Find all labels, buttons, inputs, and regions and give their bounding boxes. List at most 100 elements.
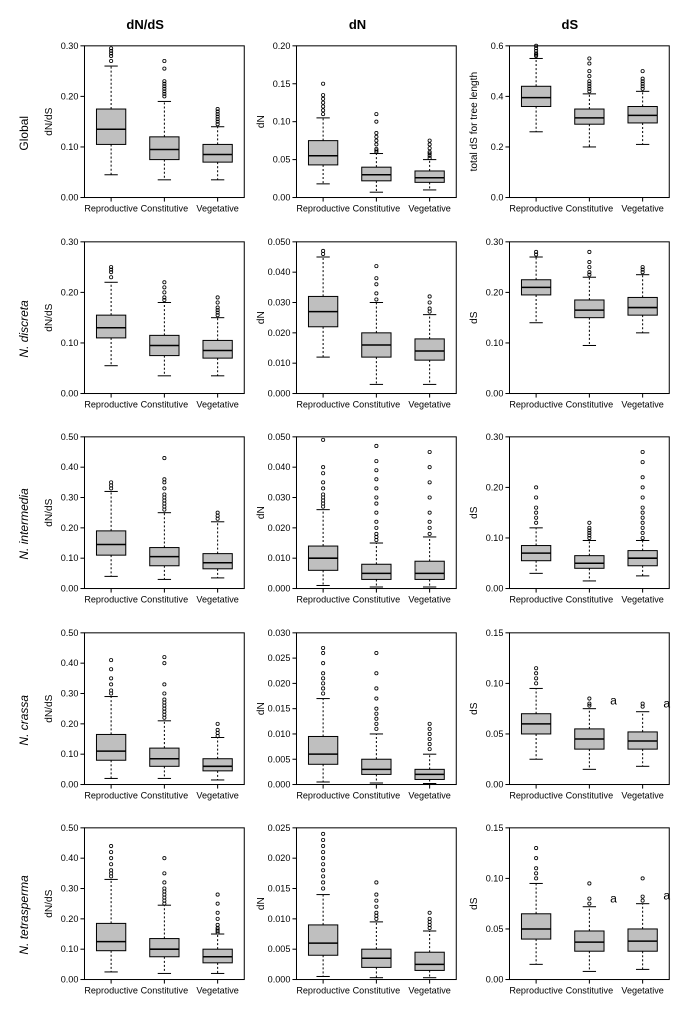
outlier — [110, 677, 113, 680]
outlier — [428, 300, 431, 303]
panel-r3-c2: 0.000.050.100.15dSReproductiveConstituti… — [465, 623, 675, 817]
ytick-label: 0.050 — [268, 432, 291, 442]
outlier — [641, 461, 644, 464]
ytick-label: 0.10 — [485, 874, 503, 884]
outlier — [428, 722, 431, 725]
outlier — [216, 918, 219, 921]
outlier — [587, 75, 590, 78]
outlier — [163, 872, 166, 875]
xtick-label: Constitutive — [353, 204, 401, 214]
outlier — [428, 451, 431, 454]
outlier — [375, 502, 378, 505]
panel-r1-c2: 0.000.100.200.30dSReproductiveConstituti… — [465, 232, 675, 426]
ytick-label: 0.00 — [61, 584, 79, 594]
row-header-0: Global — [10, 36, 38, 230]
box — [203, 144, 232, 162]
outlier — [322, 651, 325, 654]
outlier — [587, 902, 590, 905]
ylabel: dN — [256, 898, 267, 911]
outlier — [534, 877, 537, 880]
outlier — [375, 135, 378, 138]
xtick-label: Constitutive — [353, 986, 401, 996]
xtick-label: Vegetative — [409, 986, 451, 996]
outlier — [163, 290, 166, 293]
outlier — [163, 487, 166, 490]
xtick-label: Reproductive — [509, 790, 563, 800]
panel-r2-c0: 0.000.100.200.300.400.50dN/dSReproductiv… — [40, 427, 250, 621]
outlier — [322, 875, 325, 878]
outlier — [428, 466, 431, 469]
ytick-label: 0.10 — [61, 142, 79, 152]
row-header-3: N. crassa — [10, 623, 38, 817]
annotation: a — [663, 889, 670, 903]
xtick-label: Constitutive — [565, 595, 613, 605]
xtick-label: Reproductive — [297, 790, 351, 800]
outlier — [322, 109, 325, 112]
outlier — [428, 496, 431, 499]
outlier — [163, 67, 166, 70]
box — [415, 339, 444, 360]
ytick-label: 0.030 — [268, 628, 291, 638]
ytick-label: 0.10 — [61, 749, 79, 759]
ytick-label: 0.4 — [490, 91, 503, 101]
ytick-label: 0.020 — [268, 854, 291, 864]
outlier — [322, 839, 325, 842]
ytick-label: 0.20 — [61, 523, 79, 533]
xtick-label: Reproductive — [84, 204, 138, 214]
ytick-label: 0.30 — [61, 688, 79, 698]
box — [150, 748, 179, 766]
ylabel: dN/dS — [44, 890, 55, 918]
outlier — [322, 112, 325, 115]
panel-r0-c2: 0.00.20.40.6total dS for tree lengthRepr… — [465, 36, 675, 230]
ylabel: dN — [256, 702, 267, 715]
outlier — [375, 893, 378, 896]
ytick-label: 0.040 — [268, 267, 291, 277]
outlier — [428, 294, 431, 297]
outlier — [375, 282, 378, 285]
outlier — [322, 857, 325, 860]
outlier — [375, 881, 378, 884]
ytick-label: 0.50 — [61, 823, 79, 833]
outlier — [641, 516, 644, 519]
outlier — [216, 295, 219, 298]
outlier — [375, 297, 378, 300]
row-header-2: N. intermedia — [10, 427, 38, 621]
ytick-label: 0.40 — [61, 854, 79, 864]
outlier — [216, 893, 219, 896]
xtick-label: Vegetative — [621, 790, 663, 800]
outlier — [110, 857, 113, 860]
ytick-label: 0.005 — [268, 945, 291, 955]
ytick-label: 0.00 — [61, 193, 79, 203]
xtick-label: Vegetative — [196, 790, 238, 800]
outlier — [375, 697, 378, 700]
box — [362, 759, 391, 774]
ylabel: dN/dS — [44, 107, 55, 135]
xtick-label: Constitutive — [141, 595, 189, 605]
ytick-label: 0.20 — [61, 287, 79, 297]
ytick-label: 0.000 — [268, 779, 291, 789]
box — [96, 315, 125, 338]
outlier — [163, 280, 166, 283]
ytick-label: 0.30 — [61, 493, 79, 503]
panel-r3-c0: 0.000.100.200.300.400.50dN/dSReproductiv… — [40, 623, 250, 817]
ytick-label: 0.025 — [268, 653, 291, 663]
ytick-label: 0.020 — [268, 327, 291, 337]
outlier — [375, 445, 378, 448]
outlier — [163, 59, 166, 62]
ytick-label: 0.10 — [485, 678, 503, 688]
ytick-label: 0.010 — [268, 553, 291, 563]
outlier — [641, 486, 644, 489]
annotation: a — [610, 892, 617, 906]
outlier — [428, 481, 431, 484]
outlier — [587, 250, 590, 253]
xtick-label: Vegetative — [196, 595, 238, 605]
ytick-label: 0.15 — [485, 823, 503, 833]
ylabel: total dS for tree length — [469, 72, 480, 171]
outlier — [428, 732, 431, 735]
outlier — [322, 845, 325, 848]
outlier — [428, 912, 431, 915]
box — [203, 759, 232, 771]
xtick-label: Vegetative — [409, 790, 451, 800]
xtick-label: Vegetative — [409, 399, 451, 409]
xtick-label: Reproductive — [84, 595, 138, 605]
